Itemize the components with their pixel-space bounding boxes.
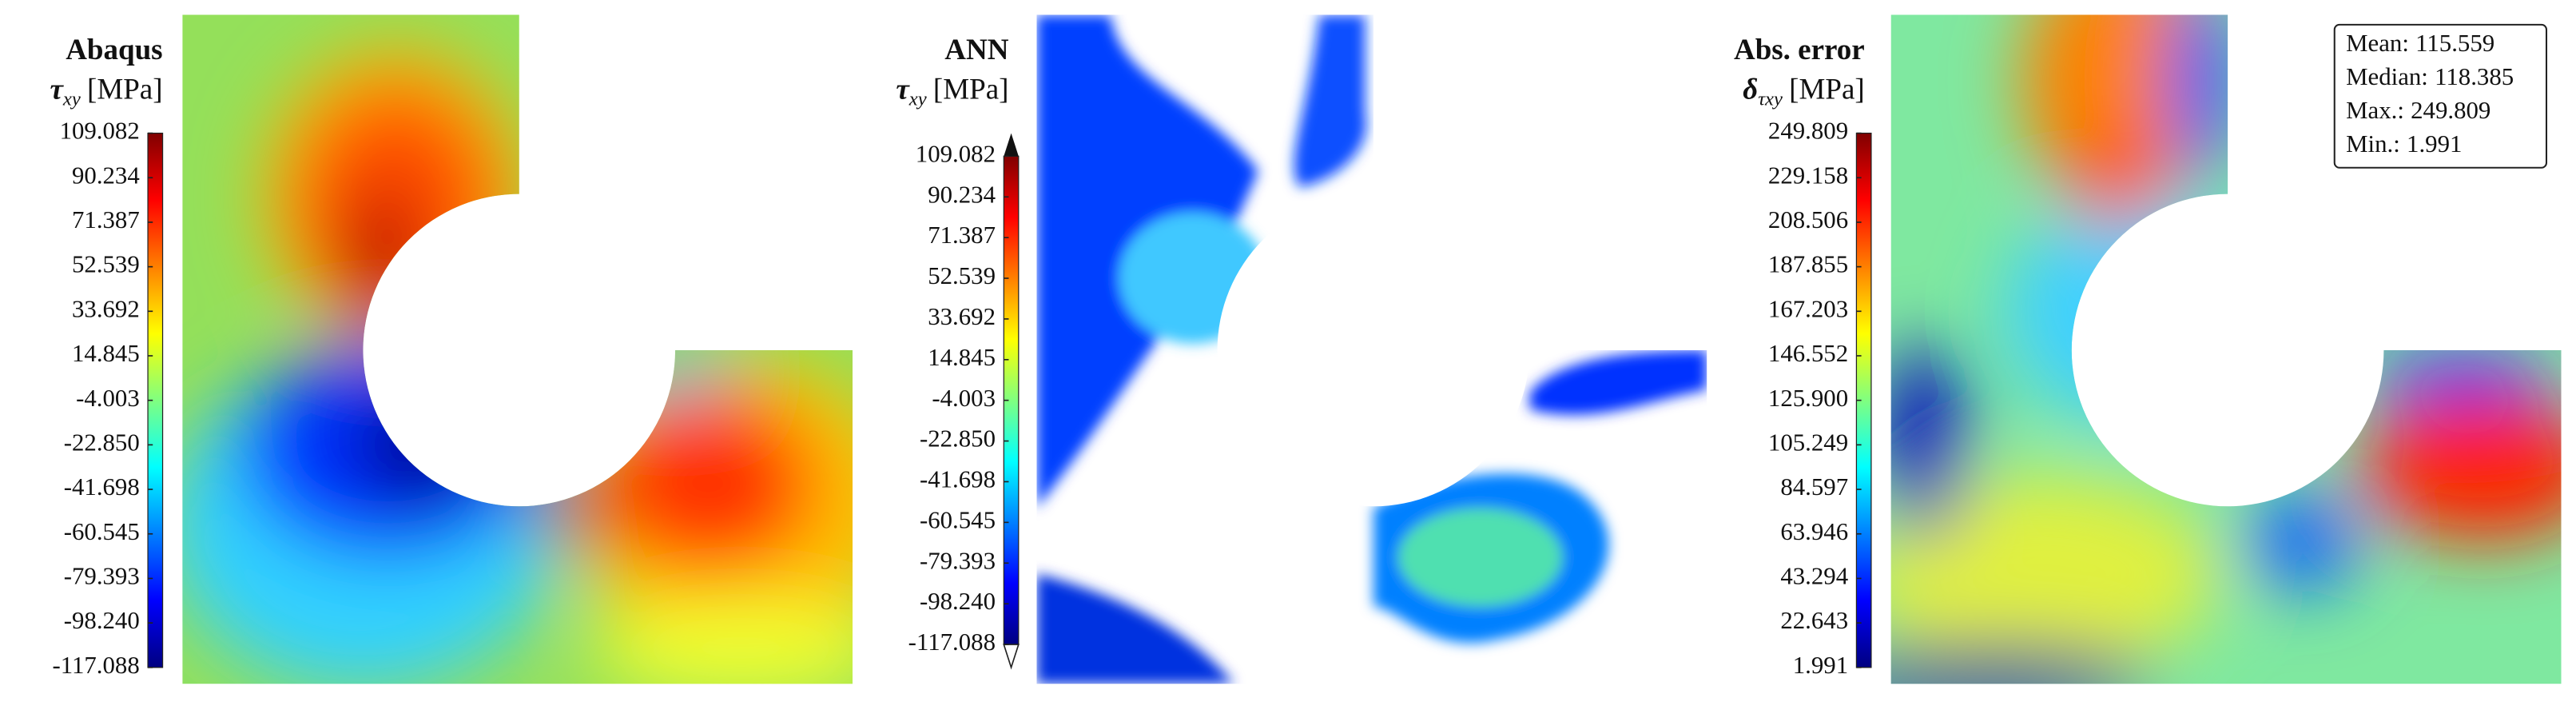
colorbar-tick-label: -22.850 bbox=[920, 425, 996, 453]
stat-label: Mean: bbox=[2346, 30, 2409, 57]
colorbar-tick-label: 71.387 bbox=[928, 221, 996, 249]
colorbar-tick-label: 90.234 bbox=[72, 162, 140, 189]
colorbar-extend-max bbox=[1004, 133, 1019, 157]
unit: [MPa] bbox=[1789, 73, 1865, 106]
colorbar-tick-label: 33.692 bbox=[72, 295, 140, 322]
panel-title: Abs. error bbox=[1734, 34, 1865, 66]
colorbar-tick-label: 1.991 bbox=[1793, 652, 1848, 679]
unit: [MPa] bbox=[87, 73, 163, 106]
colorbar-tick-label: 208.506 bbox=[1768, 206, 1848, 233]
colorbar-tick-label: 125.900 bbox=[1768, 385, 1848, 412]
colorbar-tick-label: -4.003 bbox=[932, 385, 996, 412]
colorbar-tick-label: 22.643 bbox=[1780, 607, 1848, 634]
colorbar-tick-label: 105.249 bbox=[1768, 429, 1848, 456]
colorbar-tick-label: 71.387 bbox=[72, 206, 140, 233]
panel-title: ANN bbox=[944, 34, 1008, 66]
colorbar-tick-label: -98.240 bbox=[64, 607, 140, 634]
colorbar-extend-min bbox=[1003, 644, 1020, 670]
subscript: xy bbox=[908, 89, 927, 110]
colorbar-label: δτxy [MPa] bbox=[1743, 73, 1864, 110]
stat: Min.: 1.991 bbox=[2346, 130, 2462, 158]
colorbar-tick-label: -117.088 bbox=[908, 628, 996, 656]
colorbar-tick-label: 52.539 bbox=[928, 262, 996, 289]
colorbar-tick-label: 14.845 bbox=[928, 344, 996, 371]
stat: Mean: 115.559 bbox=[2346, 30, 2495, 57]
symbol: τ bbox=[50, 73, 64, 106]
stat-label: Min.: bbox=[2346, 130, 2400, 158]
stat-value: 118.385 bbox=[2435, 63, 2514, 90]
colorbar-tick-label: -41.698 bbox=[920, 466, 996, 493]
colorbar-tick-label: -4.003 bbox=[76, 385, 140, 412]
stats-box bbox=[2333, 23, 2548, 169]
colorbar-tick-label: 43.294 bbox=[1780, 563, 1848, 590]
colorbar-tick-label: 187.855 bbox=[1768, 251, 1848, 278]
colorbar-tick-label: 90.234 bbox=[928, 181, 996, 208]
subscript: τxy bbox=[1758, 89, 1783, 110]
stat: Median: 118.385 bbox=[2346, 63, 2514, 90]
colorbar-tick-label: -41.698 bbox=[64, 473, 140, 501]
colorbar-tick-label: 14.845 bbox=[72, 340, 140, 367]
stat-label: Max.: bbox=[2346, 97, 2404, 124]
colorbar-tick-label: 63.946 bbox=[1780, 518, 1848, 545]
colorbar-tick-label: 167.203 bbox=[1768, 295, 1848, 322]
colorbar-tick-label: 33.692 bbox=[928, 303, 996, 330]
colorbar-tick-label: -117.088 bbox=[52, 652, 139, 679]
field-ann bbox=[1036, 14, 1707, 684]
colorbar-tick-label: 109.082 bbox=[60, 118, 140, 145]
unit: [MPa] bbox=[933, 73, 1009, 106]
colorbar-tick-label: -79.393 bbox=[64, 563, 140, 590]
colorbar-tick-label: 52.539 bbox=[72, 251, 140, 278]
symbol: τ bbox=[896, 73, 910, 106]
colorbar-tick-label: -79.393 bbox=[920, 547, 996, 574]
colorbar-tick-label: 84.597 bbox=[1780, 473, 1848, 501]
stat-value: 1.991 bbox=[2407, 130, 2462, 158]
stat-value: 115.559 bbox=[2415, 30, 2495, 57]
colorbar-tick-label: 146.552 bbox=[1768, 340, 1848, 367]
stat-label: Median: bbox=[2346, 63, 2428, 90]
colorbar-label: τxy [MPa] bbox=[896, 73, 1008, 110]
colorbar-tick-label: 109.082 bbox=[916, 140, 996, 167]
panel-title: Abaqus bbox=[66, 34, 162, 66]
colorbar-tick-label: 249.809 bbox=[1768, 118, 1848, 145]
symbol: δ bbox=[1743, 73, 1758, 106]
colorbar-tick-label: -98.240 bbox=[920, 588, 996, 615]
field-abaqus bbox=[182, 14, 853, 684]
colorbar-label: τxy [MPa] bbox=[50, 73, 162, 110]
subscript: xy bbox=[62, 89, 81, 110]
colorbar-tick-label: -60.545 bbox=[920, 506, 996, 533]
colorbar-tick-label: 229.158 bbox=[1768, 162, 1848, 189]
colorbar-tick-label: -22.850 bbox=[64, 429, 140, 456]
stat-value: 249.809 bbox=[2411, 97, 2491, 124]
colorbar-tick-label: -60.545 bbox=[64, 518, 140, 545]
stat: Max.: 249.809 bbox=[2346, 97, 2491, 124]
